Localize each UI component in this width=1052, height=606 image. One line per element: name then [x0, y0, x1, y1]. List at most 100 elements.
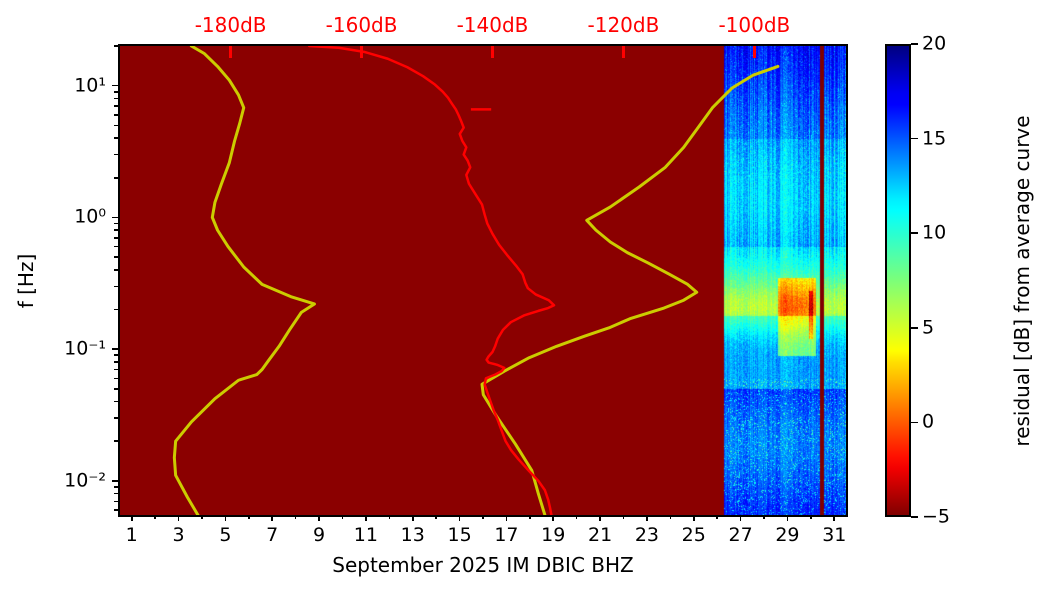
x-tick-label: 11	[353, 524, 378, 546]
y-minor-tick	[114, 114, 119, 116]
colorbar-tick-label: 5	[922, 316, 935, 339]
noise-model-curves	[172, 46, 780, 515]
colorbar-tick-mark	[911, 421, 918, 424]
x-tick-label: 21	[588, 524, 613, 546]
x-minor-tick	[482, 515, 484, 519]
x-tick-mark	[177, 515, 180, 521]
x-minor-tick	[529, 515, 531, 519]
x-tick-label: 19	[541, 524, 566, 546]
y-minor-tick	[114, 137, 119, 139]
x-tick-mark	[739, 515, 742, 521]
nlnm-curve	[172, 46, 316, 515]
x-minor-tick	[248, 515, 250, 519]
y-tick-label: 10⁻¹	[64, 337, 106, 360]
colorbar-tick-label: 15	[922, 127, 947, 150]
colorbar-tick-mark	[911, 232, 918, 234]
x-tick-mark	[833, 515, 836, 521]
y-minor-tick	[114, 222, 119, 225]
colorbar-tick-mark	[911, 43, 918, 45]
y-tick-label: 10⁻²	[64, 469, 106, 492]
x-tick-mark	[130, 515, 133, 521]
colorbar-tick-label: 20	[922, 32, 947, 55]
x-axis-label: September 2025 IM DBIC BHZ	[332, 553, 634, 577]
y-minor-tick	[114, 400, 119, 403]
colorbar-tick-label: 10	[922, 221, 947, 244]
colorbar	[885, 44, 911, 517]
x-tick-mark	[224, 515, 227, 521]
y-minor-tick	[114, 285, 119, 288]
nhnm-curve	[480, 64, 780, 515]
x-tick-mark	[458, 515, 461, 521]
plot-area	[118, 44, 848, 517]
top-db-tick-mark	[360, 46, 363, 58]
top-db-tick-mark	[229, 46, 232, 58]
colorbar-tick-label: 0	[922, 410, 935, 433]
top-db-tick-mark	[491, 46, 494, 58]
x-tick-label: 29	[775, 524, 800, 546]
x-minor-tick	[294, 515, 297, 519]
x-tick-mark	[271, 515, 274, 521]
x-tick-mark	[318, 515, 320, 521]
x-minor-tick	[575, 515, 578, 519]
x-tick-label: 9	[313, 524, 326, 546]
x-tick-mark	[786, 515, 789, 521]
x-minor-tick	[763, 515, 765, 519]
x-tick-mark	[599, 515, 601, 521]
y-minor-tick	[114, 124, 119, 127]
y-tick-label: 10⁰	[74, 205, 106, 228]
colorbar-tick-mark	[911, 327, 918, 329]
x-tick-mark	[646, 515, 648, 521]
y-axis-label: f [Hz]	[14, 253, 38, 309]
x-minor-tick	[669, 515, 672, 519]
y-minor-tick	[114, 509, 119, 511]
psd-median-curve	[307, 46, 556, 515]
colorbar-tick-label: −5	[922, 505, 951, 528]
y-minor-tick	[114, 269, 119, 271]
y-minor-tick	[114, 388, 119, 390]
top-db-tick-label: -160dB	[325, 13, 398, 37]
y-minor-tick	[114, 368, 119, 371]
x-tick-mark	[365, 515, 367, 521]
y-minor-tick	[114, 377, 119, 380]
x-tick-label: 23	[634, 524, 660, 546]
y-minor-tick	[114, 237, 119, 239]
y-minor-tick	[114, 90, 119, 93]
top-db-tick-mark	[622, 46, 625, 58]
top-db-tick-mark	[753, 46, 756, 58]
x-minor-tick	[716, 515, 718, 519]
y-minor-tick	[114, 229, 119, 232]
top-db-tick-label: -120dB	[587, 13, 660, 37]
x-tick-label: 25	[681, 524, 706, 546]
y-minor-tick	[114, 500, 119, 503]
colorbar-tick-mark	[911, 516, 918, 518]
colorbar-label: residual [dB] from average curve	[1010, 115, 1034, 447]
y-minor-tick	[114, 256, 119, 258]
y-minor-tick	[114, 361, 119, 363]
y-tick-label: 10¹	[74, 74, 106, 97]
top-db-tick-label: -140dB	[456, 13, 529, 37]
y-minor-tick	[114, 245, 119, 248]
x-tick-label: 3	[172, 524, 185, 546]
x-tick-label: 13	[400, 524, 425, 546]
y-minor-tick	[114, 308, 119, 311]
y-minor-tick	[114, 440, 119, 443]
y-minor-tick	[114, 105, 119, 107]
y-tick-mark	[112, 348, 119, 350]
x-tick-label: 31	[822, 524, 847, 546]
y-minor-tick	[114, 417, 119, 419]
x-minor-tick	[154, 515, 156, 519]
x-minor-tick	[388, 515, 391, 519]
x-tick-label: 5	[219, 524, 232, 546]
x-minor-tick	[341, 515, 344, 519]
y-tick-mark	[112, 216, 119, 219]
top-db-tick-label: -100dB	[718, 13, 791, 37]
x-tick-label: 17	[494, 524, 519, 546]
x-minor-tick	[435, 515, 437, 519]
x-tick-label: 1	[125, 524, 138, 546]
y-minor-tick	[114, 354, 119, 356]
y-tick-mark	[112, 480, 119, 482]
x-tick-label: 27	[728, 524, 753, 546]
y-minor-tick	[114, 492, 119, 495]
x-tick-label: 7	[266, 524, 279, 546]
